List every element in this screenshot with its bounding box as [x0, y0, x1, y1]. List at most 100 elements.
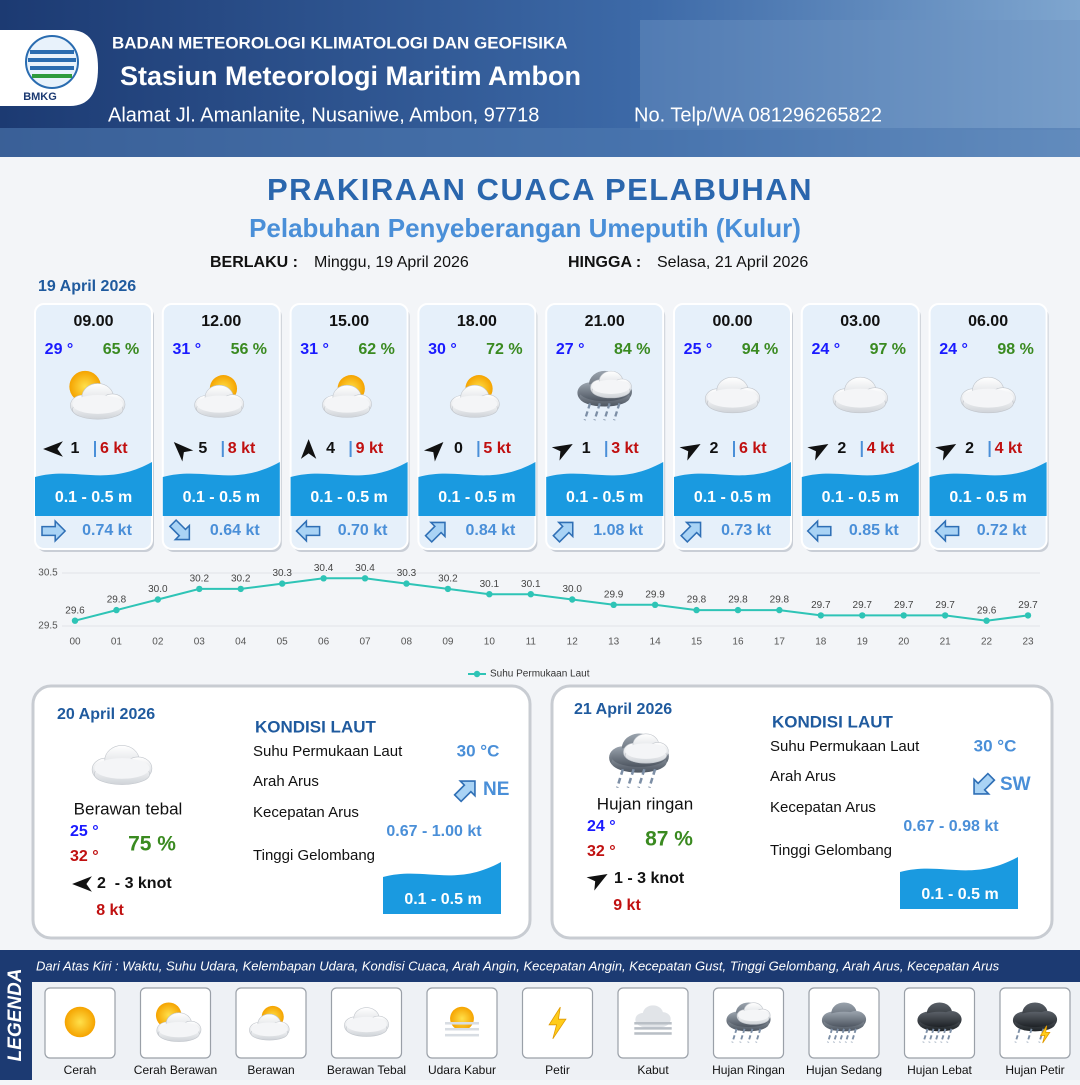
x-tick-label: 10: [484, 637, 496, 648]
rain-drop: [838, 1028, 845, 1043]
x-tick-label: 15: [691, 637, 703, 648]
x-tick-label: 11: [526, 637, 537, 648]
sst-value-label: 29.6: [65, 605, 85, 616]
sst-value-label: 29.8: [770, 595, 790, 606]
forecast-temperature: 24 °: [939, 341, 968, 358]
current-dir-label: Arah Arus: [253, 773, 319, 790]
sst-point: [900, 612, 907, 619]
x-tick-label: 06: [318, 637, 330, 648]
fog-bar: [634, 1022, 672, 1025]
lightning: [1039, 1025, 1051, 1044]
sst-point: [651, 601, 659, 608]
cloud-core: [823, 1011, 865, 1028]
rain-drop: [648, 768, 657, 788]
forecast-humidity: 65 %: [103, 341, 139, 358]
forecast-wind-speed: 4: [326, 440, 335, 457]
sst-value-label: 29.7: [811, 600, 831, 611]
current-direction-arrow: [552, 521, 574, 543]
sst-label: Suhu Permukaan Laut: [253, 743, 403, 760]
rain-drop: [615, 768, 625, 788]
forecast-temperature: 29 °: [45, 341, 74, 358]
rain-drop: [1014, 1028, 1021, 1043]
outlook-date: 21 April 2026: [574, 701, 672, 718]
valid-to: Selasa, 21 April 2026: [657, 254, 808, 271]
cloud-core: [452, 395, 498, 413]
phone: No. Telp/WA 081296265822: [634, 104, 882, 126]
rain-drop: [637, 768, 646, 788]
forecast-wave: 0.1 - 0.5 m: [438, 489, 515, 506]
x-tick-label: 18: [815, 637, 827, 648]
sst-point: [693, 606, 700, 614]
sst-value-label: 30.3: [272, 568, 292, 579]
forecast-gust: 4 kt: [995, 440, 1023, 457]
wave-band: [290, 462, 408, 516]
sst-point: [1024, 612, 1032, 619]
wind-direction-arrow: [807, 444, 829, 461]
forecast-current-speed: 0.72 kt: [977, 522, 1027, 539]
weather-icon: [194, 375, 245, 418]
legend-top-band: [0, 950, 1080, 982]
legend-item-label: Hujan Ringan: [712, 1063, 785, 1077]
legend-item-label: Hujan Sedang: [806, 1063, 882, 1077]
legend-item-label: Kabut: [637, 1063, 669, 1077]
fog-bar: [634, 1032, 672, 1035]
wave-band: [929, 462, 1047, 516]
sst-point: [569, 596, 576, 603]
forecast-humidity: 72 %: [486, 341, 522, 358]
current-direction-arrow: [680, 521, 702, 543]
cloud-core: [835, 388, 886, 408]
rain-drop: [922, 1028, 929, 1043]
forecast-current-speed: 1.08 kt: [593, 522, 643, 539]
legend-item-label: Cerah: [64, 1063, 97, 1077]
wind-direction-arrow: [679, 444, 701, 461]
legend-item-label: Berawan Tebal: [327, 1063, 406, 1077]
forecast-wave: 0.1 - 0.5 m: [55, 489, 132, 506]
forecast-humidity: 94 %: [742, 341, 778, 358]
header-floor: [0, 128, 1080, 157]
forecast-temperature: 31 °: [172, 341, 201, 358]
haze-bar: [445, 1022, 479, 1025]
current-direction-arrow: [806, 519, 832, 543]
rain-drop: [946, 1028, 953, 1043]
forecast-current-speed: 0.84 kt: [465, 522, 515, 539]
forecast-current-speed: 0.64 kt: [210, 522, 260, 539]
rain-drop: [583, 403, 592, 421]
logo-stripes: [28, 50, 76, 70]
cloud-core: [346, 1016, 387, 1033]
forecast-wave: 0.1 - 0.5 m: [566, 489, 643, 506]
cloud-core: [707, 388, 758, 408]
sst-value-label: 30.4: [314, 563, 334, 574]
outlook-wave: 0.1 - 0.5 m: [404, 891, 481, 908]
sst-point: [196, 585, 203, 593]
outlook-temp-min: 25 °: [70, 823, 99, 840]
forecast-humidity: 97 %: [870, 341, 906, 358]
outlook-temp-max: 32 °: [587, 843, 616, 860]
sst-point: [278, 580, 286, 587]
wave-label: Tinggi Gelombang: [770, 842, 892, 859]
wave-label: Tinggi Gelombang: [253, 847, 375, 864]
x-tick-label: 09: [442, 637, 454, 648]
current-speed: 0.67 - 1.00 kt: [386, 823, 482, 840]
rain-drop: [747, 1028, 754, 1043]
sst-value-label: 29.9: [645, 589, 665, 600]
forecast-wind-speed: 2: [837, 440, 846, 457]
sun: [64, 1006, 96, 1038]
forecast-wave: 0.1 - 0.5 m: [822, 489, 899, 506]
forecast-time: 03.00: [840, 313, 880, 330]
sst-point: [486, 591, 493, 598]
sst-point: [859, 612, 866, 619]
sst-point: [527, 591, 534, 598]
weather-icon: [344, 1007, 389, 1037]
wind-direction-arrow: [72, 876, 92, 892]
outlook-wind-speed: 1 - 3 knot: [614, 870, 685, 887]
forecast-time: 12.00: [201, 313, 241, 330]
haze-bar: [445, 1033, 479, 1037]
current-speed-label: Kecepatan Arus: [770, 799, 876, 816]
sst-value-label: 29.8: [687, 595, 707, 606]
wave-band: [546, 462, 664, 516]
y-tick-label: 30.5: [38, 568, 58, 579]
forecast-wind-speed: 2: [965, 440, 974, 457]
current-direction-arrow: [973, 772, 996, 795]
legend-item-label: Petir: [545, 1063, 570, 1077]
cloud-core: [919, 1011, 960, 1028]
